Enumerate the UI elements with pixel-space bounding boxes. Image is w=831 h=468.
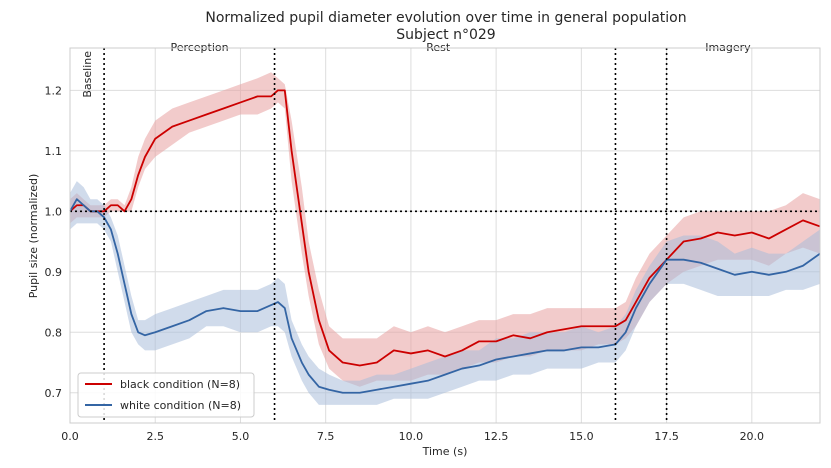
x-tick-label: 12.5 [484,430,509,443]
x-tick-label: 0.0 [61,430,79,443]
phase-label: Baseline [81,51,94,98]
series-lines [69,89,821,394]
legend-box [77,372,255,418]
x-tick-label: 2.5 [146,430,164,443]
chart-subtitle: Subject n°029 [396,27,495,43]
series-line-0 [69,89,821,367]
y-axis-label: Pupil size (normalized) [27,174,40,299]
y-tick-label: 1.1 [45,145,63,158]
y-tick-label: 1.0 [45,205,63,218]
x-axis-label: Time (s) [422,445,468,458]
x-tick-label: 5.0 [232,430,250,443]
y-tick-label: 0.8 [45,326,63,339]
confidence-band-1 [70,181,820,405]
y-tick-label: 1.2 [45,84,63,97]
legend: black condition (N=8) white condition (N… [77,372,255,418]
x-tick-label: 15.0 [569,430,594,443]
x-tick-label: 20.0 [740,430,765,443]
chart-title: Normalized pupil diameter evolution over… [205,10,686,26]
axis-ticks: 0.0 2.5 5.0 7.5 10.0 12.5 15.0 17.5 20.0 0.7 0.8 0.… [45,84,765,443]
y-tick-label: 0.9 [45,266,63,279]
x-tick-label: 10.0 [399,430,424,443]
x-tick-label: 17.5 [654,430,679,443]
plot-frame [69,47,821,424]
x-tick-label: 7.5 [317,430,335,443]
legend-label-white: white condition (N=8) [120,399,241,412]
y-tick-label: 0.7 [45,387,63,400]
legend-label-black: black condition (N=8) [120,378,240,391]
series-line-1 [69,198,821,394]
reference-lines [70,48,820,423]
